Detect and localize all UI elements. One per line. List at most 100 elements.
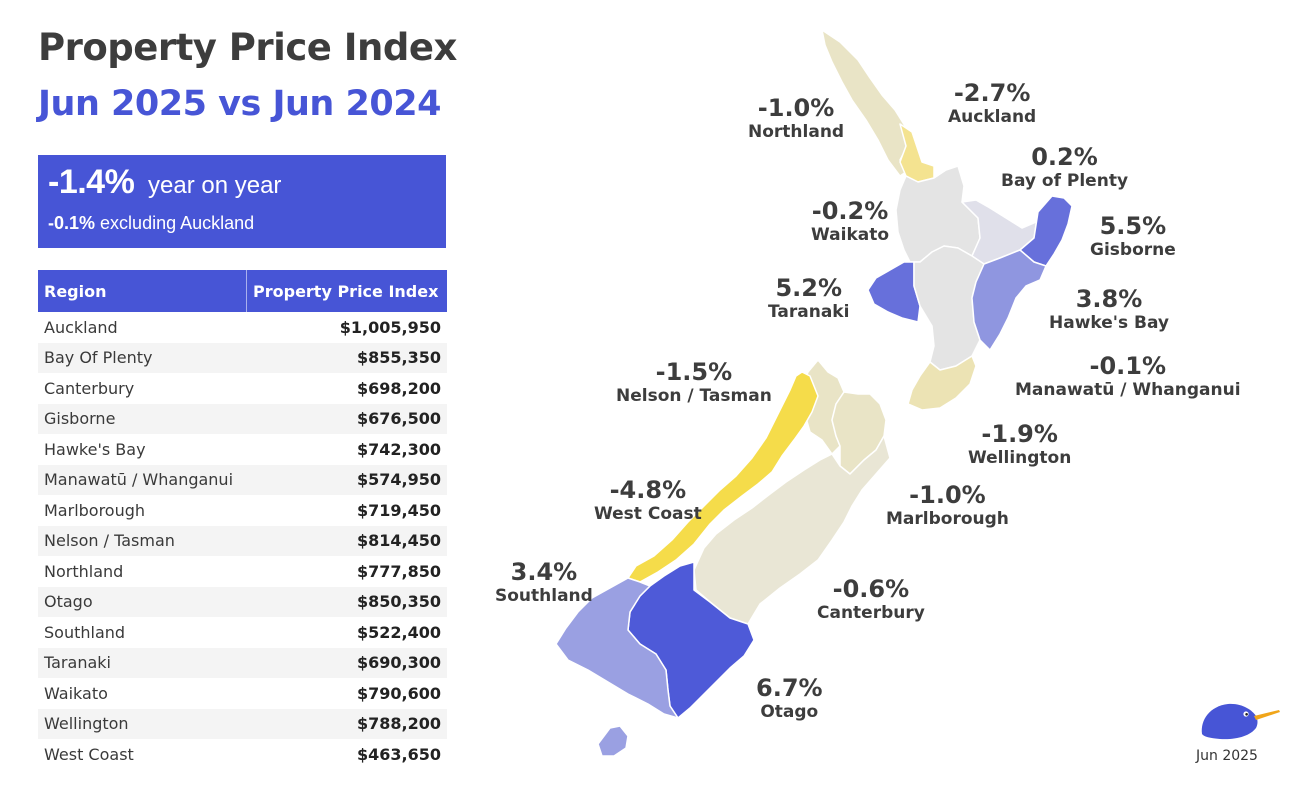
value-cell: $814,450: [246, 525, 447, 556]
change-value: 5.5%: [1099, 212, 1167, 240]
region-taranaki[interactable]: [867, 261, 921, 323]
region-name: Gisborne: [1090, 240, 1176, 260]
region-hawkes-bay[interactable]: [971, 249, 1047, 351]
change-value: -1.0%: [909, 481, 986, 509]
region-southland[interactable]: [555, 577, 679, 719]
region-name: Nelson / Tasman: [616, 386, 772, 406]
region-cell: Waikato: [44, 683, 108, 703]
headline-label: year on year: [148, 172, 282, 199]
map-label-nelson-tasman: -1.5% Nelson / Tasman: [616, 358, 772, 406]
sub-change-line: -0.1% excluding Auckland: [48, 213, 254, 234]
footer-date: Jun 2025: [1196, 748, 1258, 764]
region-gisborne[interactable]: [1019, 195, 1073, 267]
table-row: Nelson / Tasman $814,450: [38, 525, 447, 556]
region-name: Waikato: [811, 225, 890, 245]
map-label-marlborough: -1.0% Marlborough: [886, 481, 1009, 529]
value-cell: $855,350: [246, 342, 447, 373]
table-row: Hawke's Bay $742,300: [38, 434, 447, 465]
table-row: Waikato $790,600: [38, 678, 447, 709]
map-label-wellington: -1.9% Wellington: [968, 420, 1071, 468]
region-auckland[interactable]: [899, 123, 935, 183]
change-value: -2.7%: [953, 79, 1031, 107]
map-label-manawatu: -0.1% Manawatū / Whanganui: [1015, 352, 1241, 400]
region-cell: Gisborne: [38, 403, 247, 434]
change-value: -1.0%: [757, 94, 835, 122]
table-row: Taranaki $690,300: [38, 647, 447, 678]
region-name: Taranaki: [768, 302, 850, 322]
change-value: -0.6%: [832, 575, 910, 603]
summary-box: -1.4% year on year -0.1% excluding Auckl…: [38, 155, 446, 248]
change-value: -1.9%: [981, 420, 1058, 448]
table-row: Marlborough $719,450: [38, 495, 447, 526]
value-cell: $574,950: [246, 464, 447, 495]
region-cell: Marlborough: [44, 500, 146, 520]
change-value: 5.2%: [775, 274, 842, 302]
region-name: Northland: [748, 122, 845, 142]
region-wellington[interactable]: [907, 355, 977, 411]
value-cell: $1,005,950: [339, 317, 441, 337]
region-west-coast[interactable]: [627, 371, 819, 583]
table-row: Auckland $1,005,950: [38, 312, 447, 343]
table-row: West Coast $463,650: [38, 739, 447, 770]
headline-change: -1.4%: [48, 163, 135, 201]
region-name: Auckland: [948, 107, 1037, 127]
sub-change-label: excluding Auckland: [100, 213, 255, 233]
map-label-gisborne: 5.5% Gisborne: [1090, 212, 1176, 260]
map-label-auckland: -2.7% Auckland: [948, 79, 1036, 127]
region-cell: Bay Of Plenty: [38, 342, 247, 373]
table-row: Manawatū / Whanganui $574,950: [38, 464, 447, 495]
region-cell: Southland: [44, 622, 126, 642]
table-row: Northland $777,850: [38, 556, 447, 587]
value-cell: $719,450: [356, 500, 441, 520]
value-cell: $522,400: [356, 622, 441, 642]
change-value: -0.2%: [811, 197, 889, 225]
region-cell: Otago: [38, 586, 247, 617]
region-cell: Canterbury: [44, 378, 135, 398]
change-value: 0.2%: [1031, 143, 1098, 171]
region-name: Canterbury: [817, 603, 925, 623]
value-cell: $463,650: [356, 744, 441, 764]
map-label-northland: -1.0% Northland: [748, 94, 844, 142]
sub-change-value: -0.1%: [48, 213, 96, 233]
region-name: Manawatū / Whanganui: [1015, 380, 1241, 400]
table-row: Southland $522,400: [38, 617, 447, 648]
region-cell: Auckland: [44, 317, 118, 337]
map-label-waikato: -0.2% Waikato: [811, 197, 889, 245]
value-cell: $742,300: [356, 439, 441, 459]
value-cell: $850,350: [246, 586, 447, 617]
value-cell: $676,500: [246, 403, 447, 434]
kiwi-bird-logo: [1201, 703, 1280, 740]
region-name: Hawke's Bay: [1049, 313, 1170, 333]
region-name: Marlborough: [886, 509, 1009, 529]
region-cell: Taranaki: [38, 647, 247, 678]
map-label-otago: 6.7% Otago: [756, 674, 823, 722]
table-row: Wellington $788,200: [38, 708, 447, 739]
page-subtitle: Jun 2025 vs Jun 2024: [38, 84, 441, 124]
table-header-row: Region Property Price Index: [38, 270, 447, 312]
region-waikato[interactable]: [895, 165, 981, 263]
change-value: 6.7%: [756, 674, 823, 702]
change-value: -1.5%: [655, 358, 733, 386]
map-label-hawkes-bay: 3.8% Hawke's Bay: [1049, 285, 1169, 333]
region-cell: Nelson / Tasman: [38, 525, 247, 556]
map-label-west-coast: -4.8% West Coast: [594, 476, 702, 524]
region-name: Otago: [760, 702, 819, 722]
region-stewart-island[interactable]: [597, 725, 629, 757]
map-label-canterbury: -0.6% Canterbury: [817, 575, 925, 623]
column-header-index: Property Price Index: [246, 270, 447, 312]
region-cell: Northland: [44, 561, 124, 581]
value-cell: $698,200: [356, 378, 441, 398]
change-value: -4.8%: [609, 476, 687, 504]
region-cell: West Coast: [44, 744, 134, 764]
value-cell: $788,200: [246, 708, 447, 739]
value-cell: $790,600: [356, 683, 441, 703]
region-name: Wellington: [968, 448, 1072, 468]
table-row: Bay Of Plenty $855,350: [38, 342, 447, 373]
map-label-bay-of-plenty: 0.2% Bay of Plenty: [1001, 143, 1128, 191]
change-value: 3.8%: [1075, 285, 1143, 313]
value-cell: $690,300: [246, 647, 447, 678]
change-value: 3.4%: [510, 558, 578, 586]
region-canterbury[interactable]: [693, 435, 891, 625]
region-cell: Manawatū / Whanganui: [38, 464, 247, 495]
